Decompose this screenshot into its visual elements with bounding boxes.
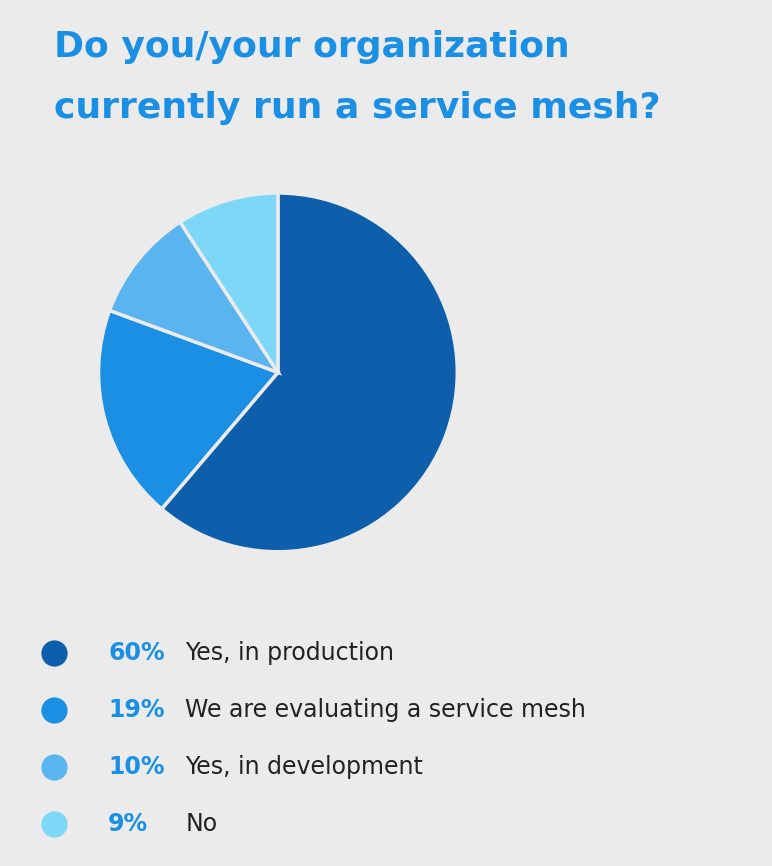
Text: Do you/your organization: Do you/your organization xyxy=(54,30,570,64)
Text: 60%: 60% xyxy=(108,641,164,665)
Text: 10%: 10% xyxy=(108,755,164,779)
Text: currently run a service mesh?: currently run a service mesh? xyxy=(54,91,661,125)
Wedge shape xyxy=(161,193,457,552)
Wedge shape xyxy=(180,193,278,372)
Text: Yes, in development: Yes, in development xyxy=(185,755,423,779)
Text: No: No xyxy=(185,812,218,837)
Text: Yes, in production: Yes, in production xyxy=(185,641,394,665)
Wedge shape xyxy=(99,310,278,509)
Text: We are evaluating a service mesh: We are evaluating a service mesh xyxy=(185,698,586,722)
Wedge shape xyxy=(110,222,278,372)
Text: 19%: 19% xyxy=(108,698,164,722)
Text: 9%: 9% xyxy=(108,812,148,837)
